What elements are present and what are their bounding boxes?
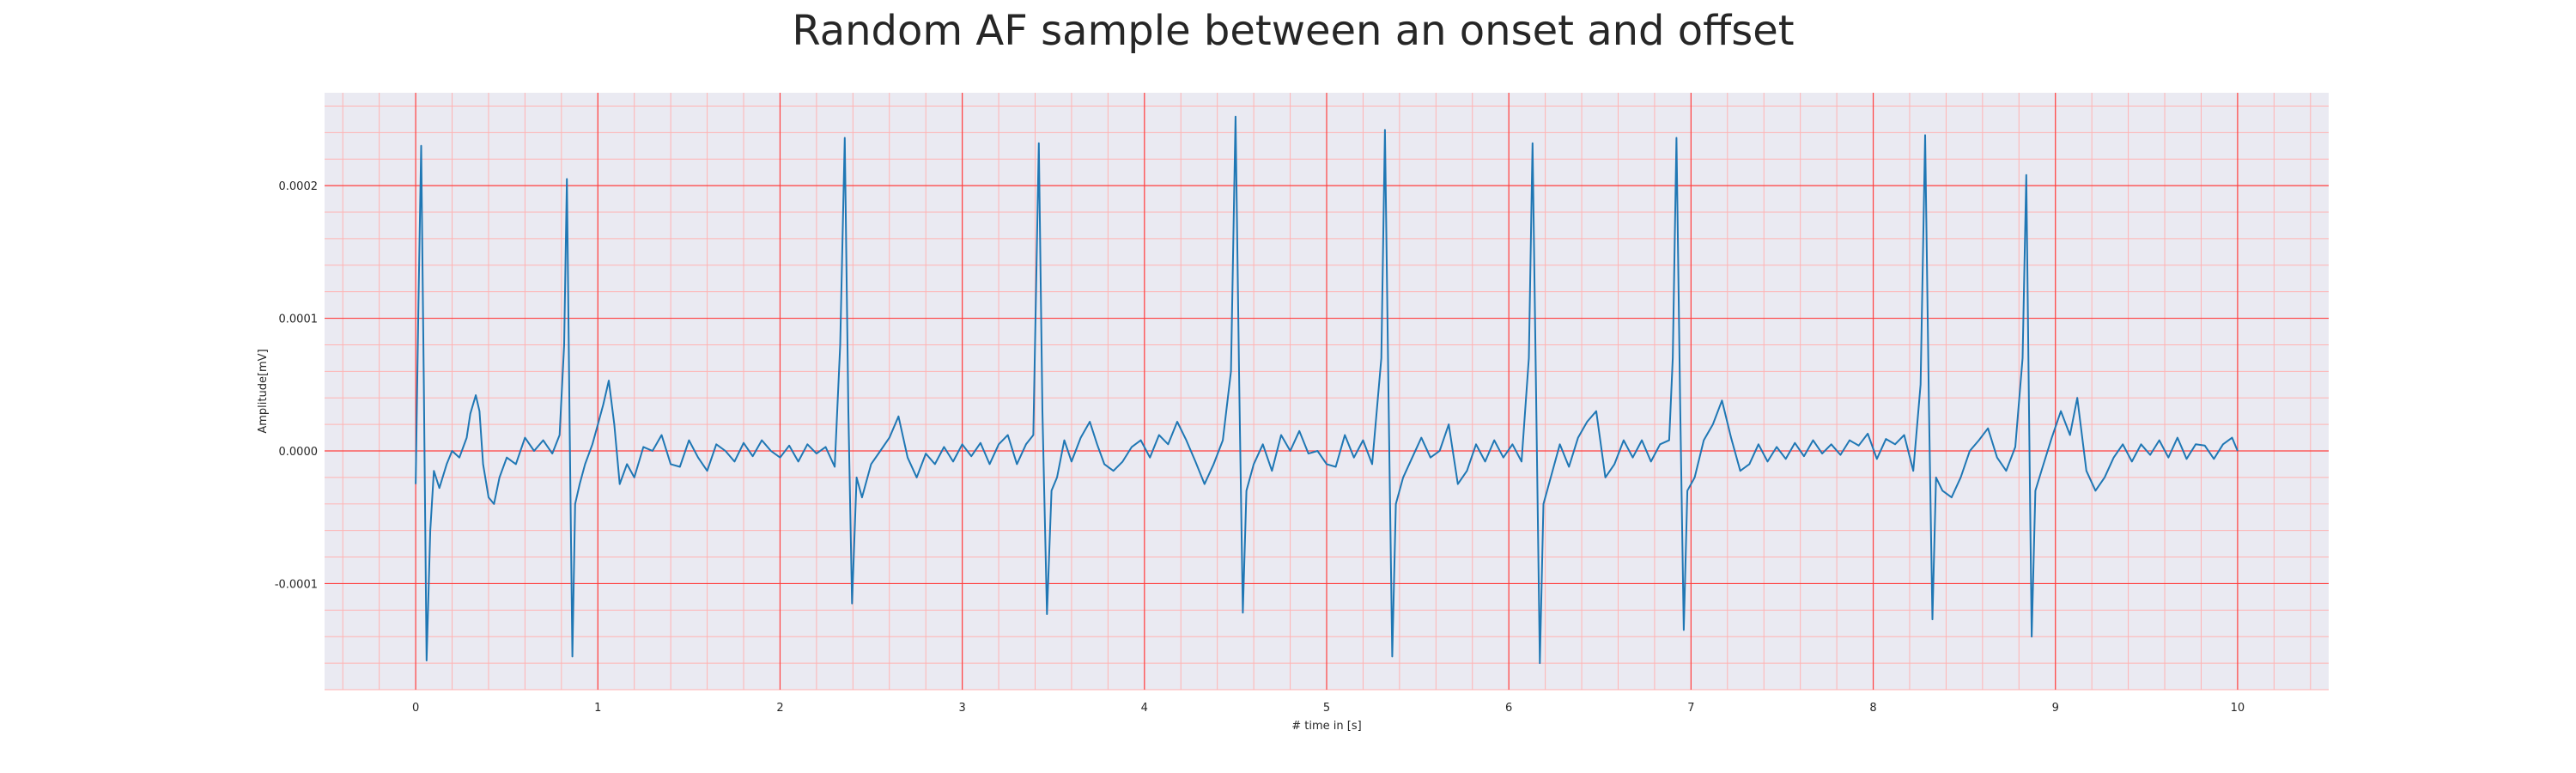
x-tick-label: 9 [2052,702,2059,715]
chart-title: Random AF sample between an onset and of… [792,7,1794,55]
x-tick-label: 10 [2231,702,2245,715]
y-tick-label: 0.0002 [279,180,319,193]
x-tick-label: 5 [1323,702,1330,715]
x-tick-label: 6 [1505,702,1512,715]
y-tick-label: 0.0000 [279,446,319,459]
y-axis-ticks: -0.0001 0.0000 0.0001 0.0002 [275,180,318,591]
major-grid [325,93,2329,690]
y-tick-label: -0.0001 [275,578,318,591]
y-axis-label: Amplitude[mV] [257,349,270,433]
x-tick-label: 2 [776,702,783,715]
x-tick-label: 0 [412,702,419,715]
x-tick-label: 1 [594,702,601,715]
series-layer [415,115,2239,665]
x-tick-label: 8 [1869,702,1876,715]
y-tick-label: 0.0001 [279,313,319,326]
x-tick-label: 3 [958,702,965,715]
x-axis-ticks: 0 1 2 3 4 5 6 7 8 9 10 [412,702,2245,715]
x-tick-label: 4 [1141,702,1148,715]
x-axis-label: # time in [s] [1291,720,1361,733]
x-tick-label: 7 [1687,702,1694,715]
ecg-series-line [415,115,2239,665]
